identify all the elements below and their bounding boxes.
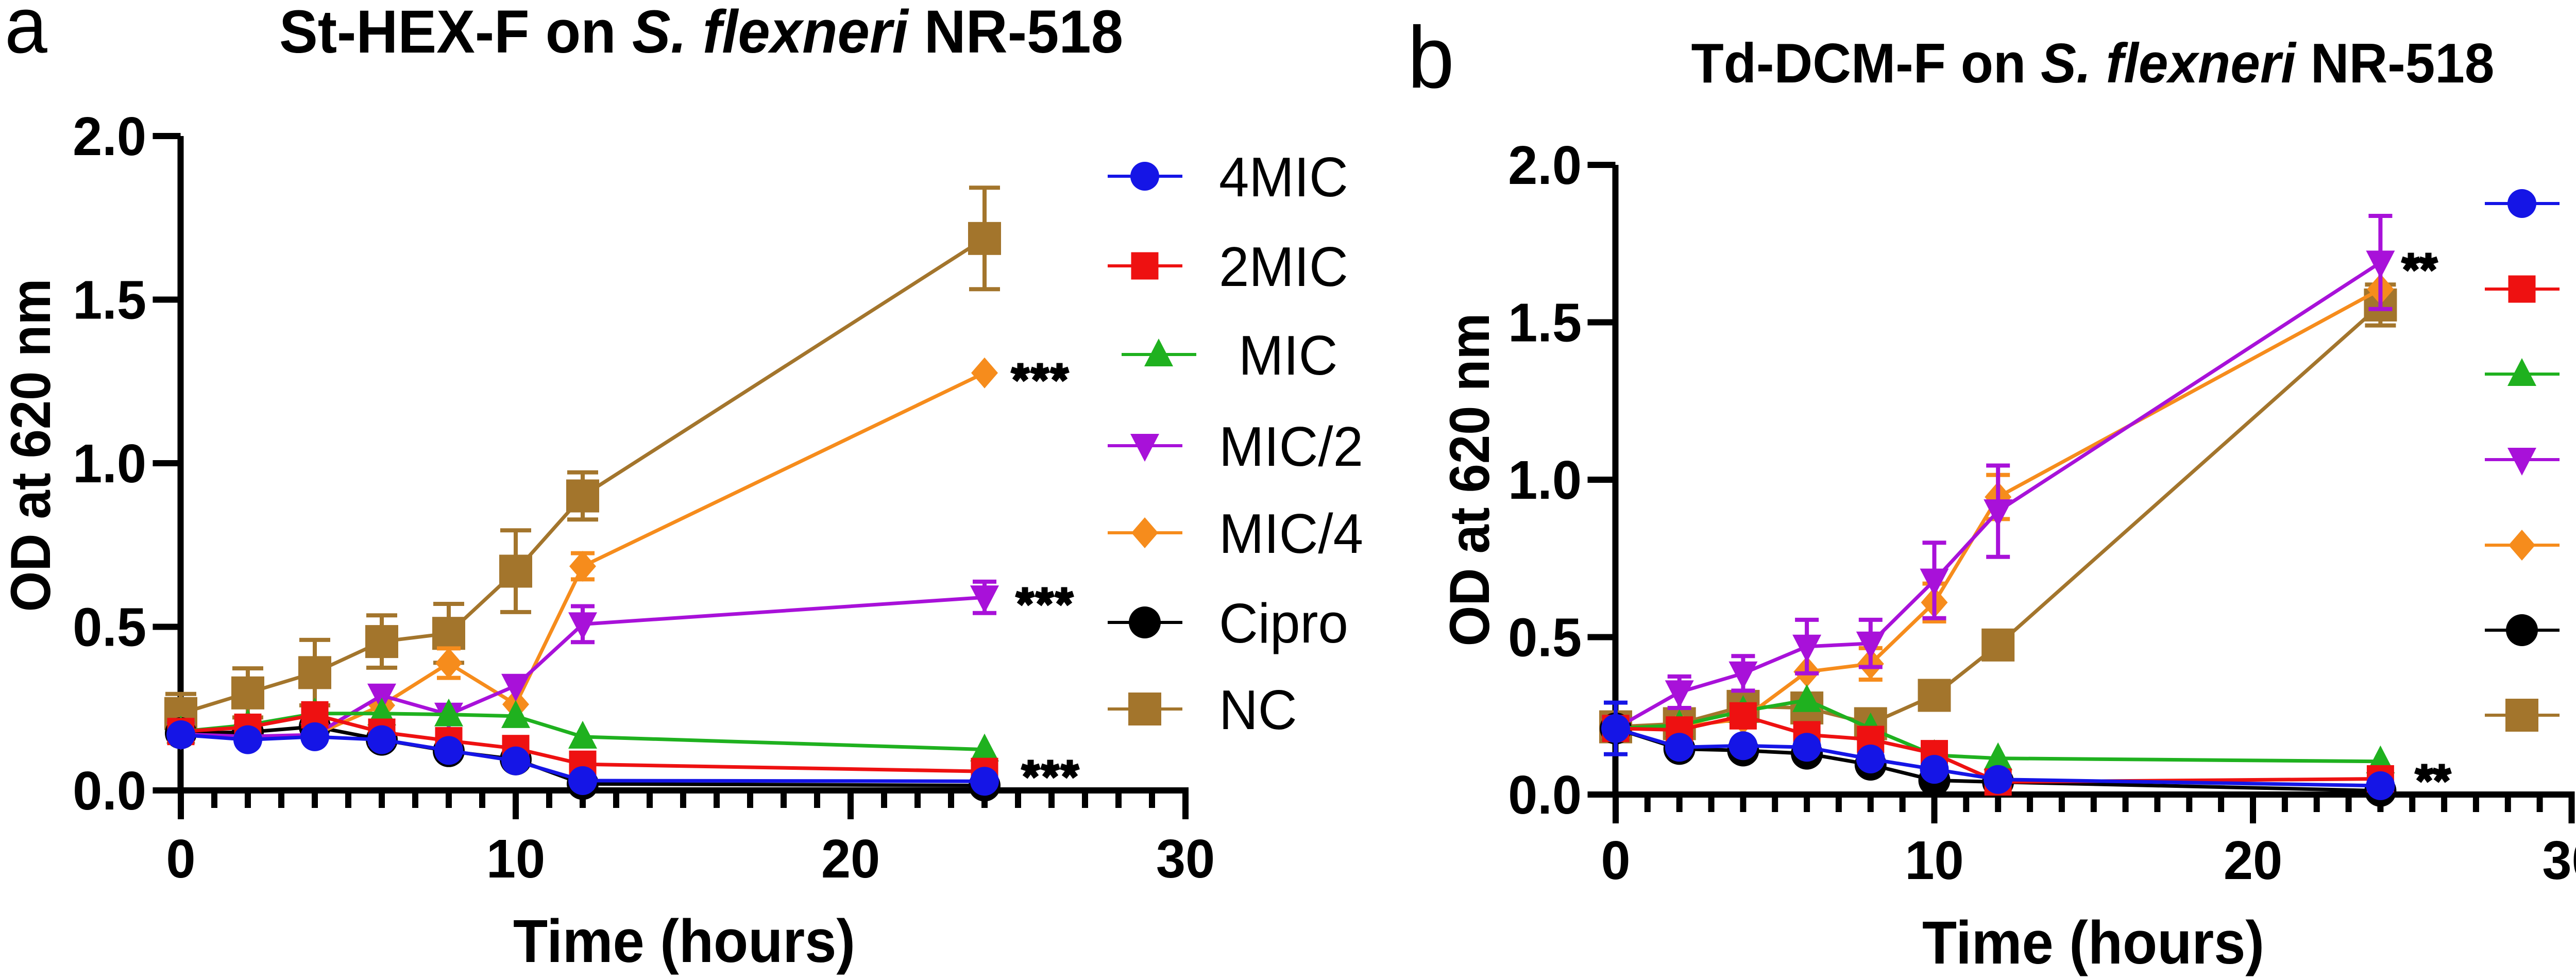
svg-text:0.5: 0.5: [1508, 607, 1582, 668]
svg-text:a: a: [5, 0, 47, 70]
svg-text:MIC/2: MIC/2: [1219, 415, 1363, 478]
svg-text:0.0: 0.0: [1508, 765, 1582, 826]
svg-text:MIC/4: MIC/4: [1219, 502, 1363, 565]
svg-text:20: 20: [821, 829, 880, 890]
svg-text:Time (hours): Time (hours): [513, 907, 855, 975]
svg-text:30: 30: [1156, 829, 1215, 890]
svg-text:Td-DCM-F on S. flexneri NR-518: Td-DCM-F on S. flexneri NR-518: [1691, 32, 2495, 95]
svg-text:1.5: 1.5: [73, 269, 146, 331]
svg-text:2MIC: 2MIC: [1219, 235, 1348, 298]
svg-text:Time (hours): Time (hours): [1922, 909, 2264, 976]
svg-text:10: 10: [486, 829, 545, 890]
svg-text:0.5: 0.5: [73, 597, 146, 658]
svg-text:0: 0: [1601, 830, 1630, 891]
svg-text:2.0: 2.0: [73, 106, 146, 167]
svg-text:20: 20: [2224, 830, 2282, 891]
svg-text:NC: NC: [1219, 678, 1297, 741]
svg-text:MIC: MIC: [1239, 324, 1337, 386]
svg-text:0: 0: [166, 829, 195, 890]
svg-text:4MIC: 4MIC: [1219, 145, 1348, 208]
svg-text:1.0: 1.0: [73, 433, 146, 495]
svg-text:2.0: 2.0: [1508, 135, 1582, 196]
svg-text:10: 10: [1905, 830, 1963, 891]
svg-text:30: 30: [2542, 830, 2576, 891]
svg-text:Cipro: Cipro: [1219, 592, 1348, 654]
svg-text:OD at 620 nm: OD at 620 nm: [1438, 313, 1501, 647]
svg-text:b: b: [1408, 9, 1454, 107]
svg-text:1.0: 1.0: [1508, 450, 1582, 511]
svg-text:St-HEX-F on S. flexneri NR-518: St-HEX-F on S. flexneri NR-518: [279, 0, 1123, 66]
svg-text:1.5: 1.5: [1508, 292, 1582, 353]
svg-text:0.0: 0.0: [73, 761, 146, 822]
svg-text:OD at 620 nm: OD at 620 nm: [0, 279, 62, 612]
